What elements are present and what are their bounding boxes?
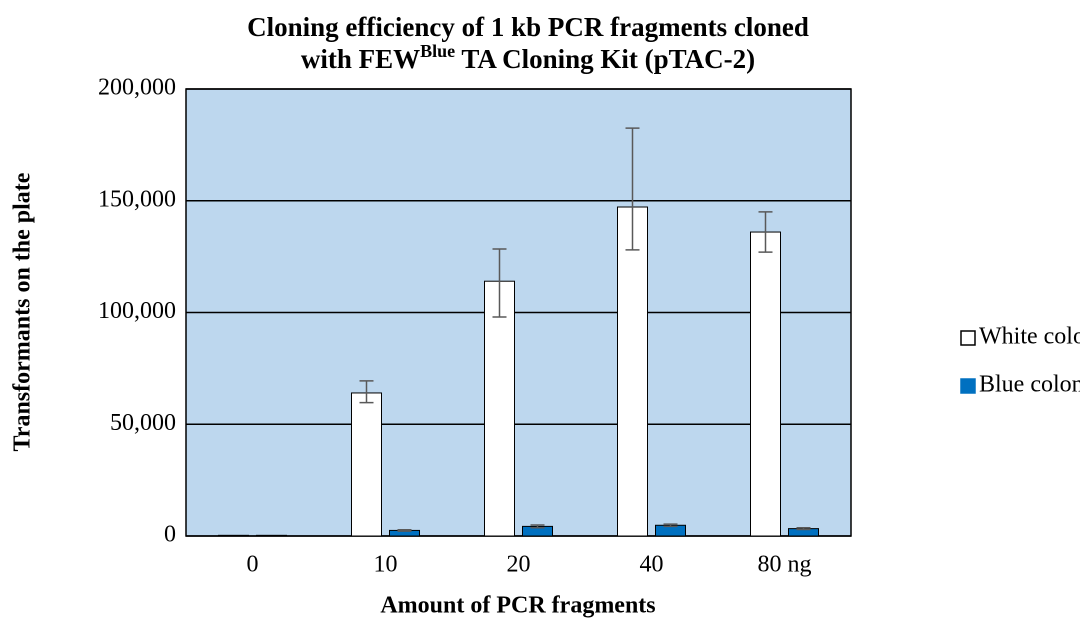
title-part: with FEW (301, 44, 420, 74)
legend-label: White colony (979, 324, 1080, 350)
bar (256, 534, 287, 537)
y-tick-label: 200,000 (98, 75, 176, 101)
bar (218, 534, 249, 537)
bar (750, 231, 781, 537)
chart-title: with FEWBlue TA Cloning Kit (pTAC-2) (301, 41, 755, 74)
x-axis-label: Amount of PCR fragments (380, 593, 655, 619)
title-sup: Blue (420, 41, 455, 61)
error-bar (758, 211, 773, 253)
bar (617, 206, 648, 537)
y-tick-label: 50,000 (110, 410, 176, 436)
y-tick-label: 100,000 (98, 298, 176, 324)
x-tick-label: 40 (640, 552, 664, 578)
error-bar (625, 127, 640, 251)
y-tick-label: 0 (164, 522, 176, 548)
x-tick-label: 80 ng (758, 552, 812, 578)
y-tick-label: 150,000 (98, 186, 176, 212)
error-bar (492, 248, 507, 318)
bar (484, 280, 515, 537)
legend-swatch (960, 330, 976, 346)
error-bar (530, 524, 545, 529)
legend-swatch (960, 378, 976, 394)
error-bar (796, 526, 811, 531)
title-part: TA Cloning Kit (pTAC-2) (455, 44, 755, 74)
error-bar (359, 380, 374, 404)
legend-label: Blue colony (979, 372, 1080, 398)
error-bar (397, 528, 412, 532)
error-bar (663, 523, 678, 528)
x-tick-label: 20 (507, 552, 531, 578)
y-axis-label: Transformants on the plate (10, 172, 36, 451)
chart-title: Cloning efficiency of 1 kb PCR fragments… (247, 12, 809, 42)
bar (351, 392, 382, 537)
x-tick-label: 10 (374, 552, 398, 578)
x-tick-label: 0 (247, 552, 259, 578)
